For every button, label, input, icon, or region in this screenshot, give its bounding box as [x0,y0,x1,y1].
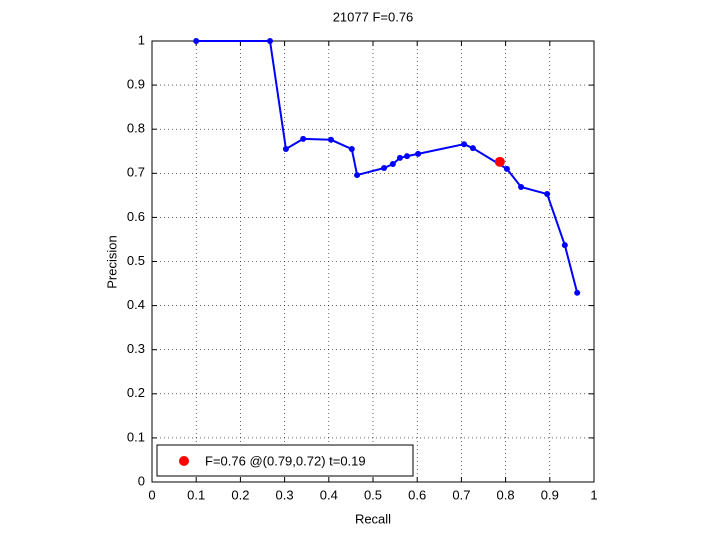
x-tick-label: 1 [590,487,597,502]
data-point [348,146,355,153]
data-point [354,172,361,179]
chart-title: 21077 F=0.76 [333,9,414,24]
x-tick-label: 0.8 [497,487,515,502]
x-tick-label: 0.2 [231,487,249,502]
y-tick-label: 0 [138,473,145,488]
y-tick-label: 1 [138,32,145,47]
data-point [544,191,551,198]
x-tick-label: 0.1 [187,487,205,502]
y-axis-label: Precision [104,235,119,288]
x-tick-label: 0.9 [541,487,559,502]
x-tick-label: 0.6 [408,487,426,502]
x-tick-label: 0.4 [320,487,338,502]
x-axis-label: Recall [355,511,391,526]
y-tick-label: 0.5 [127,253,145,268]
data-point [396,154,403,161]
y-tick-label: 0.7 [127,165,145,180]
y-tick-label: 0.2 [127,385,145,400]
data-point [574,289,581,296]
data-point [415,150,422,157]
data-point [503,165,510,172]
x-tick-label: 0.5 [364,487,382,502]
legend-label: F=0.76 @(0.79,0.72) t=0.19 [205,453,366,468]
legend-marker [179,456,189,466]
data-point [381,165,388,172]
x-tick-label: 0.3 [276,487,294,502]
data-point [193,38,200,44]
data-point [461,141,468,148]
data-point [282,146,289,153]
x-tick-label: 0 [148,487,155,502]
x-tick-label: 0.7 [452,487,470,502]
data-point [404,153,411,160]
y-tick-label: 0.3 [127,341,145,356]
y-tick-label: 0.9 [127,77,145,92]
data-point [518,183,525,190]
data-point [469,145,476,152]
y-tick-label: 0.4 [127,297,145,312]
data-point [300,135,307,142]
data-point [561,242,568,249]
y-tick-label: 0.8 [127,121,145,136]
data-point [389,161,396,168]
data-point [328,136,335,143]
plot-frame [151,40,595,483]
y-tick-label: 0.6 [127,209,145,224]
data-point [267,38,274,44]
legend-box [156,444,414,477]
y-tick-label: 0.1 [127,429,145,444]
data-point [494,156,505,167]
